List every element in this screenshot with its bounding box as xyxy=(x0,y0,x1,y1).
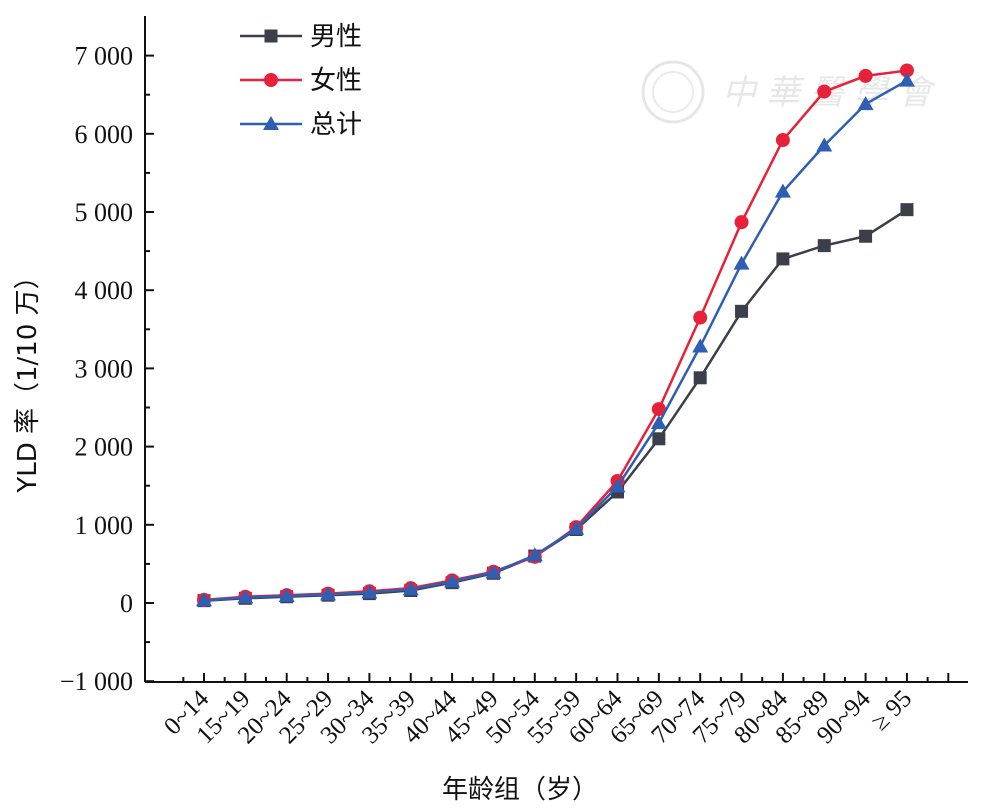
y-tick-label: −1 000 xyxy=(60,667,133,696)
y-axis-title: YLD 率（1/10 万） xyxy=(13,263,43,493)
legend-label: 总计 xyxy=(310,110,362,140)
legend-label: 男性 xyxy=(310,22,362,52)
legend-marker xyxy=(264,73,278,87)
x-axis-title: 年龄组（岁） xyxy=(442,775,598,805)
x-tick-label: ≥ 95 xyxy=(866,685,917,736)
data-point xyxy=(651,402,666,417)
data-point xyxy=(237,589,254,604)
legend-marker xyxy=(263,116,279,130)
data-point xyxy=(817,239,831,253)
data-point xyxy=(776,252,790,266)
data-point xyxy=(899,63,914,78)
legend-entry: 总计 xyxy=(240,110,362,140)
y-tick-label: 5 000 xyxy=(75,198,134,227)
watermark-seal-icon xyxy=(641,60,705,124)
data-point xyxy=(361,584,378,599)
watermark-seal-inner-icon xyxy=(652,71,694,113)
data-point xyxy=(692,338,709,353)
data-point xyxy=(733,255,750,270)
legend-marker xyxy=(264,29,278,43)
data-point xyxy=(402,581,419,596)
legend-entry: 女性 xyxy=(240,66,362,96)
data-point xyxy=(444,573,461,588)
data-point xyxy=(859,229,873,243)
data-point xyxy=(898,72,915,87)
data-point xyxy=(735,304,749,318)
series-女性 xyxy=(197,63,914,607)
y-tick-label: 1 000 xyxy=(75,511,134,540)
y-tick-label: 3 000 xyxy=(75,354,134,383)
data-point xyxy=(857,96,874,111)
data-point xyxy=(196,592,212,607)
y-tick-label: 7 000 xyxy=(75,42,134,71)
data-point xyxy=(774,183,791,198)
data-point xyxy=(609,478,626,493)
series-总计 xyxy=(196,72,915,607)
data-point xyxy=(568,520,585,535)
axes: −1 000 0 1 000 2 000 3 000 4 000 5 000 6 000 7 0… xyxy=(60,16,968,749)
data-point xyxy=(858,68,873,83)
legend-entry: 男性 xyxy=(240,22,362,52)
data-point xyxy=(526,547,543,562)
data-point xyxy=(650,415,667,430)
data-point xyxy=(320,586,337,601)
data-point xyxy=(693,310,708,325)
y-tick-label: 4 000 xyxy=(75,276,134,305)
series-line xyxy=(203,79,908,602)
y-tick-label: 2 000 xyxy=(75,433,134,462)
y-tick-label: 0 xyxy=(120,589,133,618)
series-line xyxy=(203,69,908,602)
data-point xyxy=(900,203,914,217)
legend-label: 女性 xyxy=(310,66,362,96)
data-point xyxy=(775,133,790,148)
data-point xyxy=(652,432,666,446)
data-point xyxy=(278,587,295,602)
data-point xyxy=(817,84,832,99)
data-point xyxy=(693,371,707,385)
y-tick-label: 6 000 xyxy=(75,120,134,149)
series-layer xyxy=(196,63,915,608)
data-point xyxy=(485,564,502,579)
series-男性 xyxy=(197,203,914,608)
data-point xyxy=(816,137,833,152)
data-point xyxy=(734,215,749,230)
